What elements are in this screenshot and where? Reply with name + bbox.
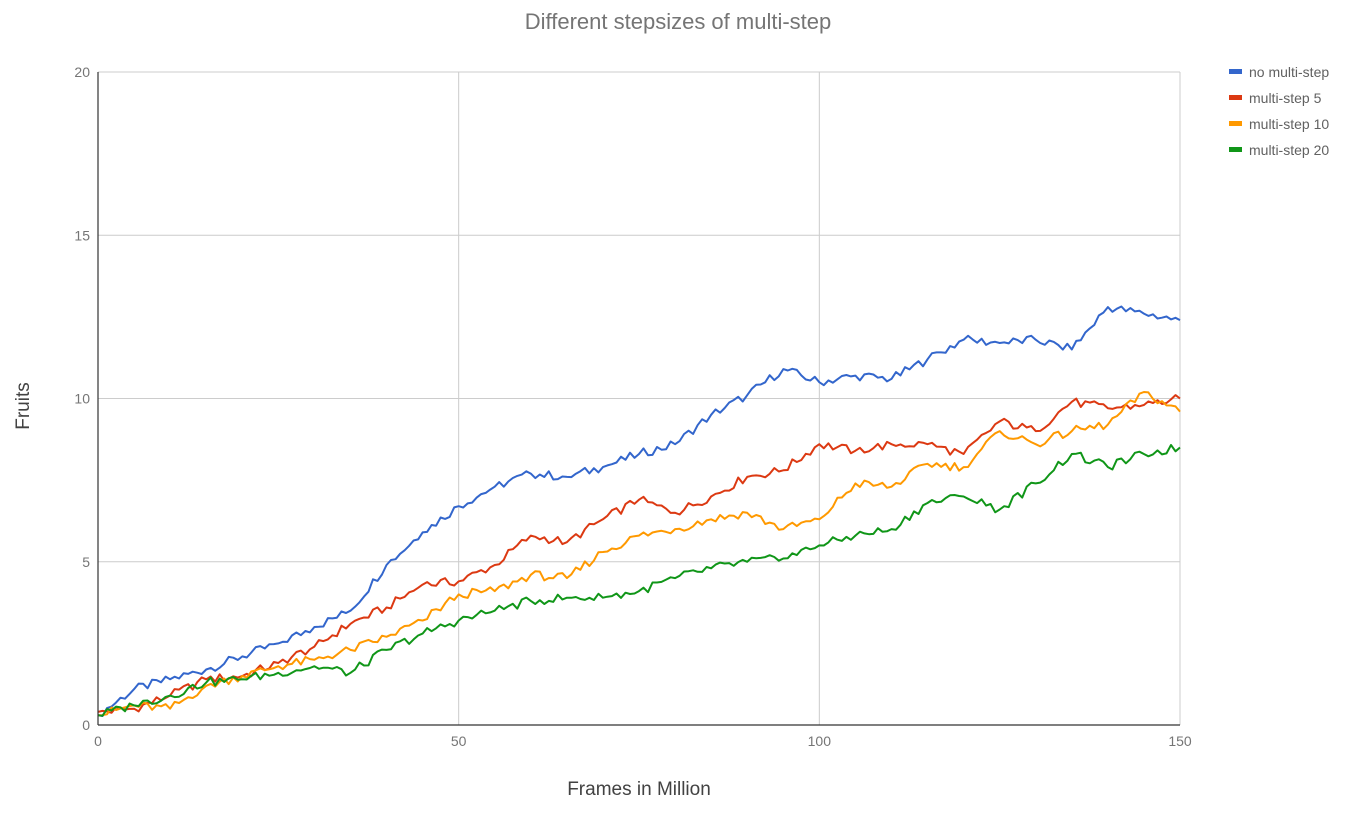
chart-ticks: 0 5 10 15 20 0 50 100 150 xyxy=(74,64,1191,749)
legend-label: multi-step 10 xyxy=(1249,116,1329,132)
chart-series xyxy=(97,305,1181,717)
y-tick-label: 5 xyxy=(82,554,90,570)
x-tick-label: 100 xyxy=(808,733,832,749)
y-tick-label: 0 xyxy=(82,717,90,733)
y-tick-label: 10 xyxy=(74,391,90,407)
x-axis-label: Frames in Million xyxy=(567,779,711,800)
x-tick-label: 0 xyxy=(94,733,102,749)
y-tick-label: 20 xyxy=(74,64,90,80)
chart-axes xyxy=(97,72,1180,726)
chart-legend: no multi-step multi-step 5 multi-step 10 mu… xyxy=(1229,64,1329,158)
series-line-1 xyxy=(97,305,1181,717)
legend-label: multi-step 20 xyxy=(1249,142,1329,158)
legend-label: no multi-step xyxy=(1249,64,1329,80)
legend-swatch xyxy=(1229,95,1242,100)
y-tick-label: 15 xyxy=(74,227,90,243)
series-line-3 xyxy=(98,391,1181,717)
legend-swatch xyxy=(1229,121,1242,126)
x-tick-label: 50 xyxy=(451,733,467,749)
series-line-2 xyxy=(97,394,1181,714)
legend-swatch xyxy=(1229,147,1242,152)
legend-label: multi-step 5 xyxy=(1249,90,1322,106)
series-line-4 xyxy=(97,444,1181,717)
x-tick-label: 150 xyxy=(1168,733,1192,749)
chart-grid xyxy=(97,71,1181,726)
legend-swatch xyxy=(1229,69,1242,74)
y-axis-label: Fruits xyxy=(13,382,34,430)
chart-title: Different stepsizes of multi-step xyxy=(525,9,832,34)
